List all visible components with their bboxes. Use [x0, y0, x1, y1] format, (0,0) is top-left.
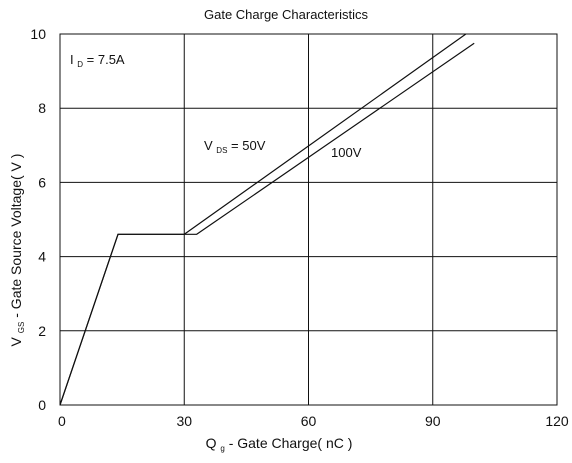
- y-tick-label-1: 2: [38, 323, 46, 339]
- x-tick-label-1: 30: [176, 413, 192, 429]
- series-line-1: [59, 42, 475, 406]
- x-axis-label-sub: g: [220, 444, 224, 453]
- vds-50v-label-sub: DS: [216, 146, 227, 155]
- y-tick-label-2: 4: [38, 249, 46, 265]
- x-tick-label-3: 90: [425, 413, 441, 429]
- x-tick-label-0: 0: [58, 413, 66, 429]
- y-axis-label-rest: - Gate Source Voltage( V ): [8, 154, 24, 318]
- grid-layer: [60, 34, 557, 405]
- tick-layer: 0 30 60 90 120 0 2 4 6 8 10: [30, 26, 568, 429]
- plot-frame: [59, 33, 558, 406]
- y-tick-label-0: 0: [38, 397, 46, 413]
- id-annotation-rest: = 7.5A: [87, 52, 125, 67]
- x-axis-label-rest: - Gate Charge( nC ): [229, 435, 353, 451]
- y-axis-label-sub: GS: [17, 322, 26, 334]
- y-tick-label-3: 6: [38, 174, 46, 190]
- x-tick-label-2: 60: [301, 413, 317, 429]
- vds-50v-label: V DS = 50V: [204, 138, 266, 156]
- id-annotation-main: I: [70, 52, 74, 67]
- vds-100v-label: 100V: [331, 145, 362, 160]
- vds-50v-label-rest: = 50V: [231, 138, 266, 153]
- y-axis-label-main: V: [8, 336, 24, 346]
- series-layer: [59, 33, 475, 406]
- x-axis-label: Q g - Gate Charge( nC ): [206, 435, 353, 454]
- y-tick-label-5: 10: [30, 26, 46, 42]
- chart-title: Gate Charge Characteristics: [204, 7, 369, 22]
- x-tick-label-4: 120: [545, 413, 569, 429]
- id-annotation-sub: D: [77, 60, 83, 69]
- x-axis-label-main: Q: [206, 435, 217, 451]
- y-tick-label-4: 8: [38, 100, 46, 116]
- id-annotation: I D = 7.5A: [70, 52, 125, 70]
- vds-50v-label-main: V: [204, 138, 213, 153]
- y-axis-label: V GS - Gate Source Voltage( V ): [8, 154, 27, 347]
